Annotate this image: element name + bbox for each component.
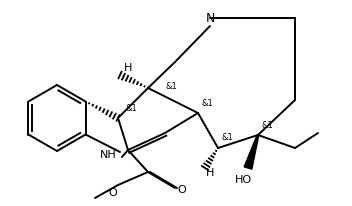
Text: NH: NH — [100, 150, 117, 160]
Text: &1: &1 — [262, 121, 274, 130]
Text: HO: HO — [234, 175, 252, 185]
Text: &1: &1 — [201, 98, 213, 108]
Text: &1: &1 — [221, 133, 233, 143]
Text: O: O — [109, 188, 117, 198]
Text: N: N — [205, 12, 215, 25]
Text: H: H — [206, 168, 214, 178]
Text: H: H — [124, 63, 132, 73]
Text: O: O — [178, 185, 186, 195]
Polygon shape — [244, 135, 259, 169]
Text: &1: &1 — [166, 82, 178, 90]
Text: &1: &1 — [126, 103, 138, 112]
